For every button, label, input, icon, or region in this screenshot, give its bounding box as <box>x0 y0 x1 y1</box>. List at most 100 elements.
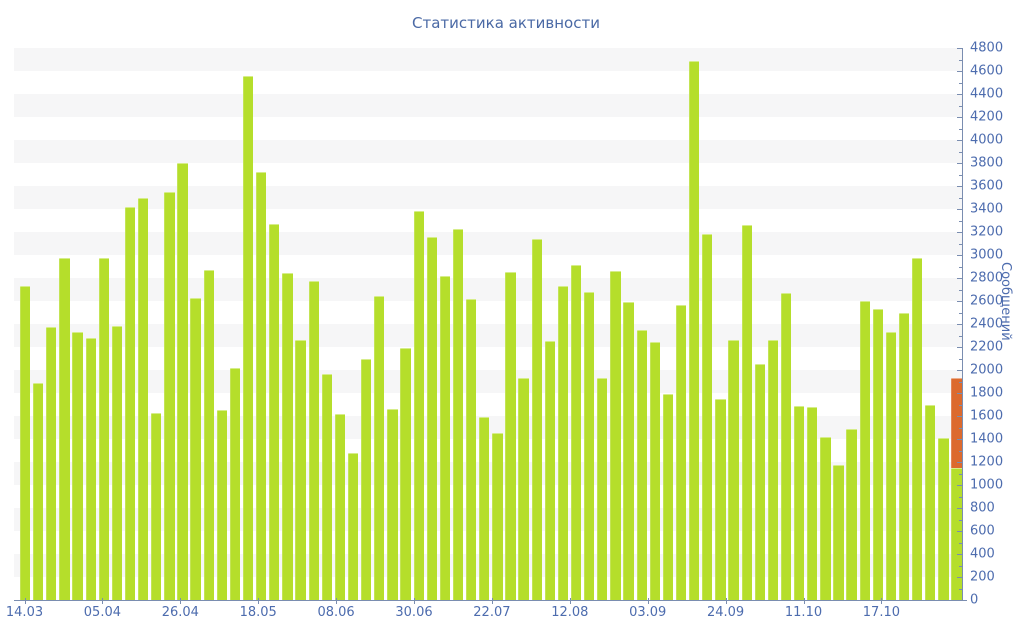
bar[interactable] <box>925 404 936 600</box>
x-tick <box>803 598 805 604</box>
bar[interactable] <box>689 60 700 600</box>
y-axis <box>962 48 963 601</box>
y-tick-label: 1400 <box>970 431 1004 447</box>
y-minor-tick <box>959 105 962 107</box>
bar[interactable] <box>282 272 293 600</box>
y-major-tick <box>957 462 962 463</box>
bar[interactable] <box>439 276 451 600</box>
bar[interactable] <box>833 465 844 600</box>
bar[interactable] <box>374 296 385 600</box>
bar[interactable] <box>59 258 70 600</box>
bar[interactable] <box>347 452 359 600</box>
bar[interactable] <box>46 326 57 600</box>
bar[interactable] <box>767 340 779 600</box>
bar[interactable] <box>649 342 660 600</box>
bar[interactable] <box>846 428 857 600</box>
bar[interactable] <box>19 286 31 600</box>
y-tick-label: 3200 <box>970 224 1004 240</box>
bar[interactable] <box>584 292 595 600</box>
bar[interactable] <box>636 330 647 600</box>
bar[interactable] <box>426 236 437 600</box>
y-major-tick <box>957 439 962 440</box>
y-tick-label: 2600 <box>970 293 1004 309</box>
bar[interactable] <box>151 413 162 600</box>
bar[interactable] <box>308 280 319 600</box>
bar[interactable] <box>859 301 870 600</box>
bar[interactable] <box>898 312 910 600</box>
bar[interactable] <box>400 348 411 600</box>
y-tick-label: 2000 <box>970 362 1004 378</box>
bar[interactable] <box>610 270 621 600</box>
bar[interactable] <box>452 228 464 600</box>
bar[interactable] <box>111 326 123 600</box>
y-minor-tick <box>959 197 962 199</box>
y-tick-label: 600 <box>970 523 995 539</box>
bar[interactable] <box>190 297 201 600</box>
y-major-tick <box>957 554 962 555</box>
bar[interactable] <box>597 378 608 600</box>
bar[interactable] <box>177 163 188 600</box>
bar[interactable] <box>321 374 332 600</box>
bar[interactable] <box>531 239 542 600</box>
bar[interactable] <box>715 399 726 600</box>
bar[interactable] <box>754 364 765 600</box>
bar[interactable] <box>623 302 634 600</box>
bar[interactable] <box>505 271 516 600</box>
bar[interactable] <box>33 382 44 600</box>
x-tick-label: 11.10 <box>784 605 823 620</box>
y-tick-label: 4200 <box>970 109 1004 125</box>
y-tick-label: 4800 <box>970 40 1004 56</box>
bar[interactable] <box>465 299 477 600</box>
bar[interactable] <box>728 340 739 600</box>
y-minor-tick <box>959 335 962 337</box>
y-minor-tick <box>959 427 962 429</box>
bar[interactable] <box>662 394 674 600</box>
bar[interactable] <box>203 269 214 600</box>
bar[interactable] <box>820 436 831 600</box>
y-major-tick <box>957 508 962 509</box>
bar[interactable] <box>885 332 897 600</box>
bar[interactable] <box>780 292 792 600</box>
y-minor-tick <box>959 450 962 452</box>
bar[interactable] <box>269 223 280 600</box>
y-major-tick <box>957 393 962 394</box>
bar[interactable] <box>479 417 490 600</box>
bar[interactable] <box>557 286 569 600</box>
bar[interactable] <box>938 437 949 600</box>
bar[interactable] <box>518 378 529 600</box>
y-minor-tick <box>959 151 962 153</box>
y-tick-label: 200 <box>970 569 995 585</box>
bar[interactable] <box>387 408 398 600</box>
bar[interactable] <box>793 405 805 600</box>
bar[interactable] <box>361 358 372 600</box>
bar[interactable] <box>72 332 83 600</box>
bar[interactable] <box>334 413 346 600</box>
bar[interactable] <box>164 191 175 600</box>
bar[interactable] <box>295 340 306 600</box>
highlighted-bar-segment[interactable] <box>951 378 962 468</box>
y-major-tick <box>957 301 962 302</box>
y-minor-tick <box>959 588 962 590</box>
bar[interactable] <box>702 233 713 600</box>
bar[interactable] <box>124 206 136 600</box>
bar[interactable] <box>256 172 267 600</box>
bar[interactable] <box>741 225 752 600</box>
y-tick-label: 1800 <box>970 385 1004 401</box>
bar[interactable] <box>544 341 555 600</box>
bar[interactable] <box>98 258 109 600</box>
bar[interactable] <box>137 197 149 600</box>
y-major-tick <box>957 370 962 371</box>
x-tick <box>414 598 415 604</box>
bar[interactable] <box>229 368 241 600</box>
bar[interactable] <box>807 406 818 600</box>
bar[interactable] <box>872 309 883 600</box>
bar[interactable] <box>413 210 424 600</box>
bar[interactable] <box>492 433 503 600</box>
bar[interactable] <box>675 305 687 600</box>
bar[interactable] <box>216 410 227 600</box>
bar[interactable] <box>85 337 96 600</box>
bar[interactable] <box>242 75 254 600</box>
bar[interactable] <box>951 467 962 600</box>
bar[interactable] <box>912 257 923 600</box>
bar[interactable] <box>570 264 582 600</box>
